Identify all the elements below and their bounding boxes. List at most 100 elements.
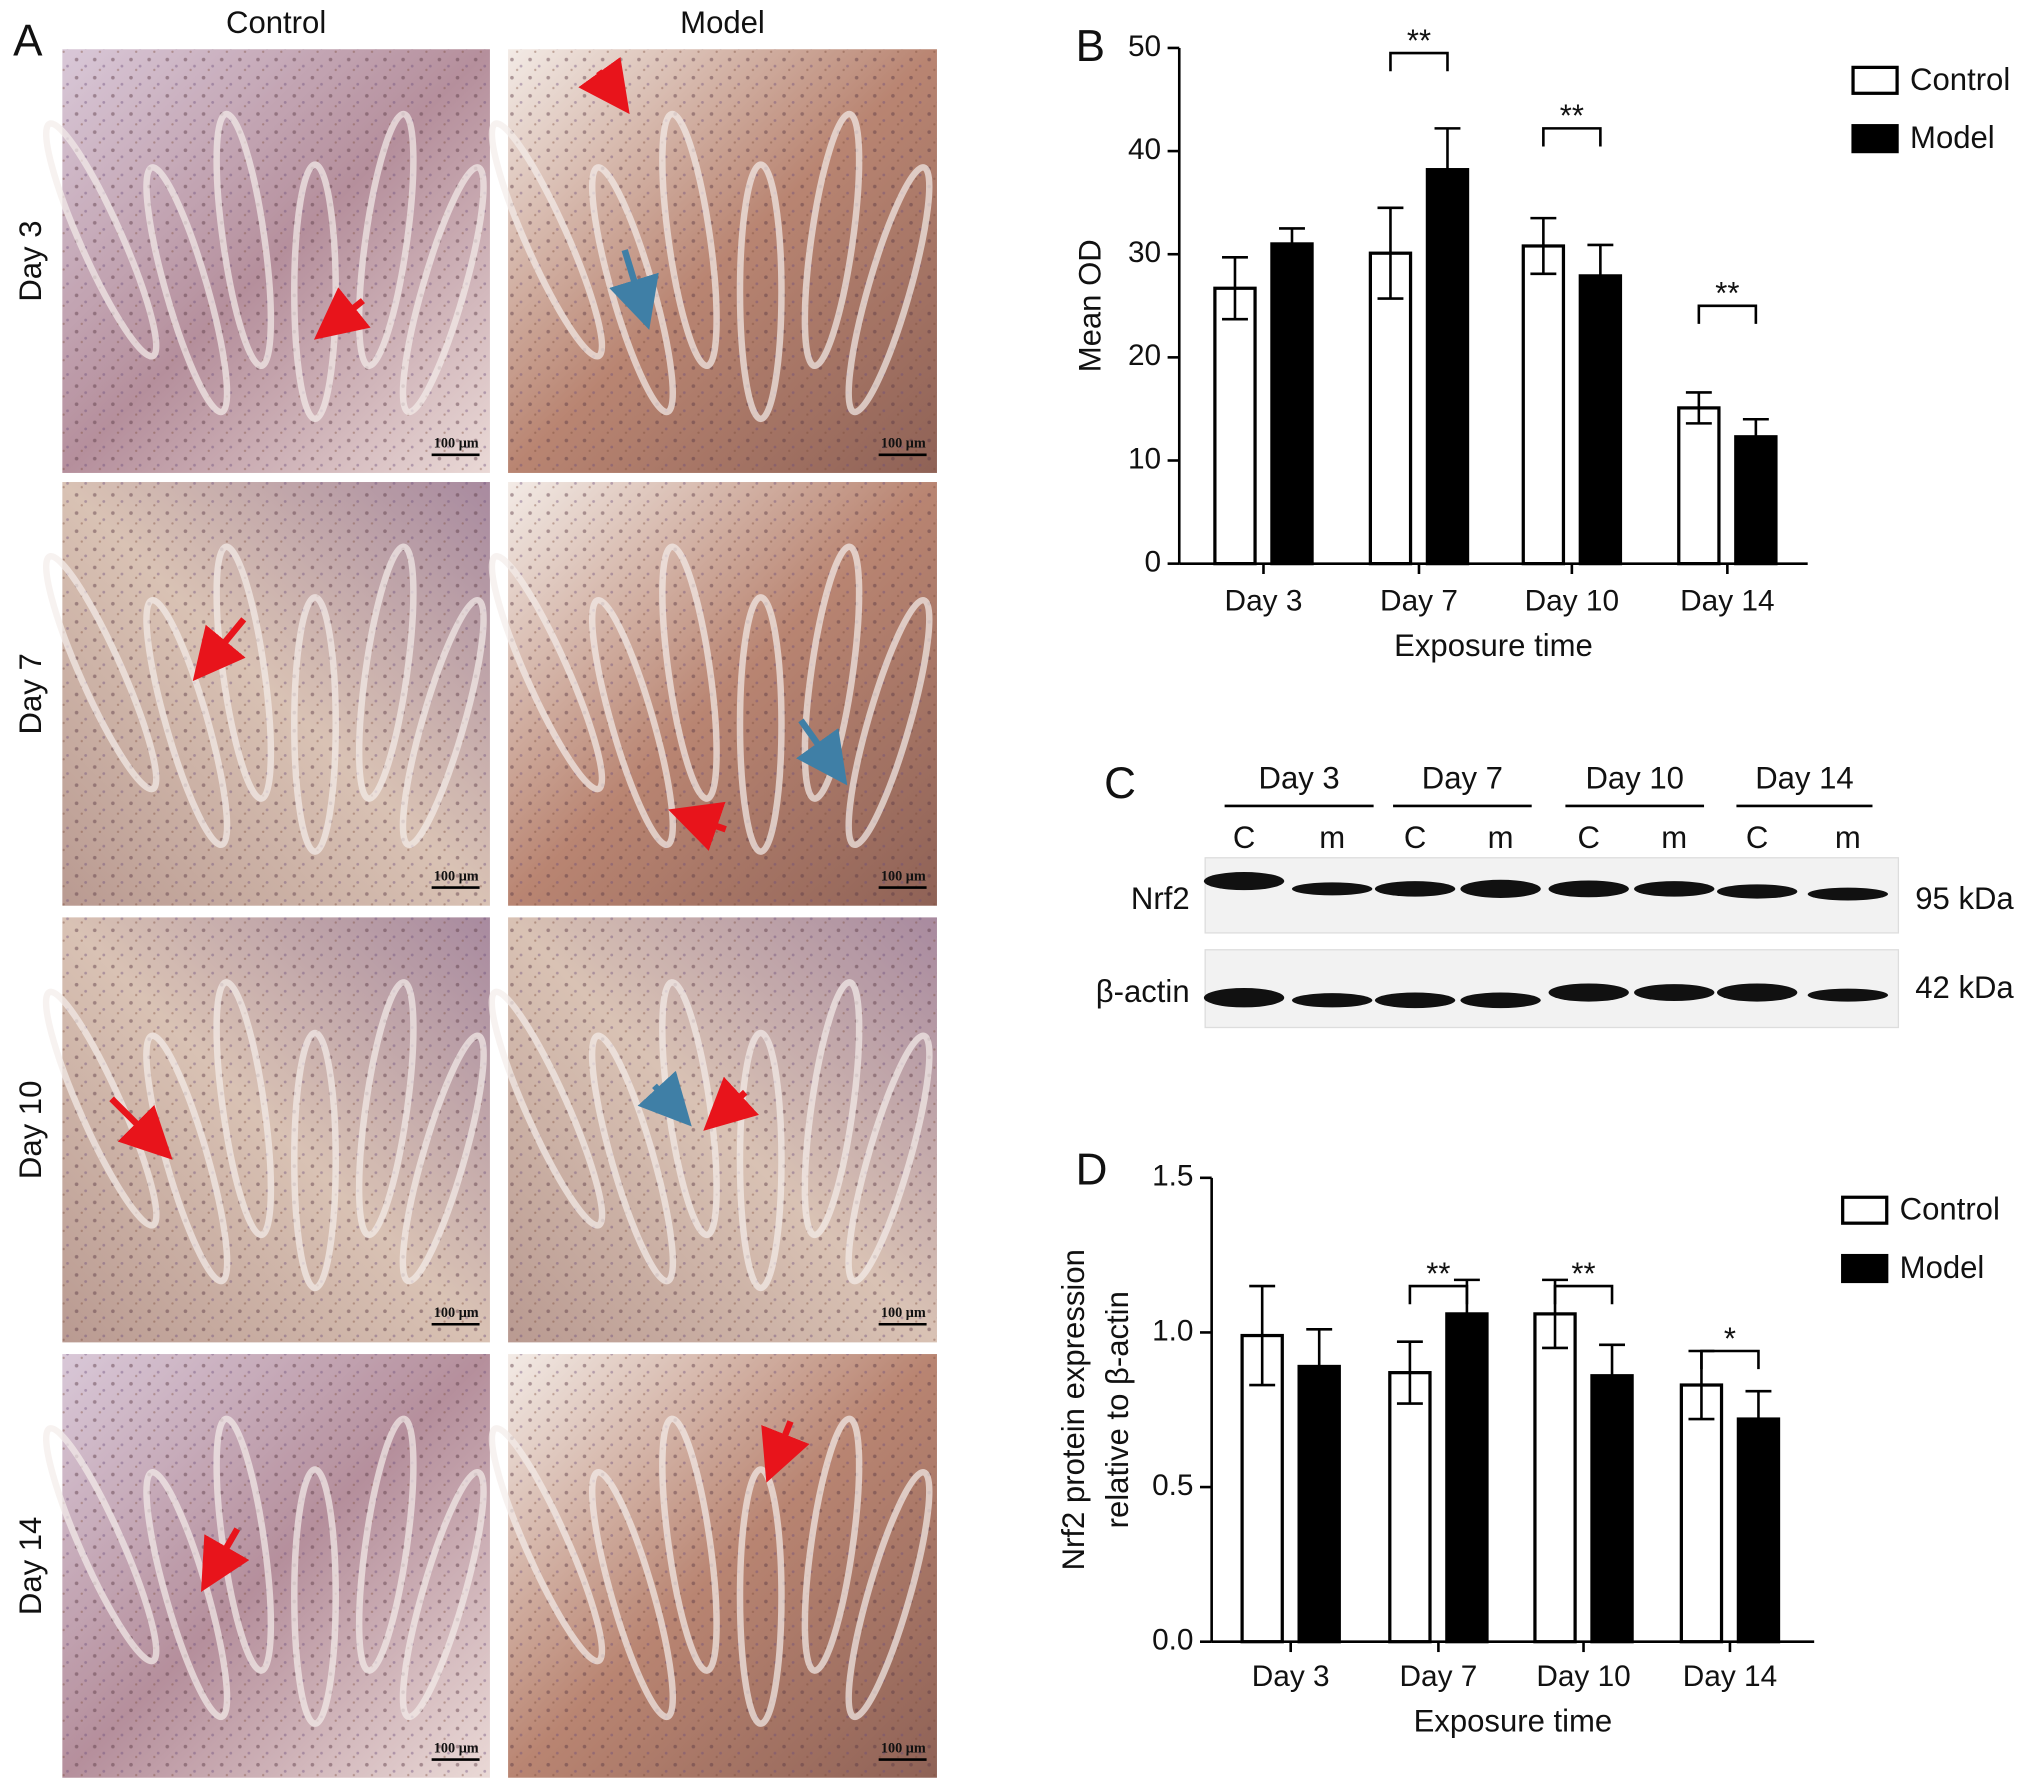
significance-label: ** <box>1715 276 1739 311</box>
blot-band <box>1716 884 1798 899</box>
blot-band <box>1374 881 1456 897</box>
villus <box>399 1468 487 1721</box>
villus <box>42 988 160 1229</box>
villus <box>736 1466 785 1727</box>
y-tick-label: 1.5 <box>1152 1160 1193 1193</box>
arrow <box>192 617 247 682</box>
legend-label: Model <box>1910 120 1995 155</box>
y-axis-label: Nrf2 protein expression <box>1056 1249 1091 1570</box>
scale-bar-label: 100 μm <box>881 868 926 884</box>
legend-label: Control <box>1910 62 2010 97</box>
scale-bar-label: 100 μm <box>434 868 479 884</box>
legend-swatch <box>1851 65 1899 95</box>
legend-swatch <box>1841 1253 1889 1284</box>
scale-bar-label: 100 μm <box>881 1305 926 1321</box>
x-axis-label: Exposure time <box>1414 1704 1613 1739</box>
villus <box>399 596 487 849</box>
panel-label: D <box>1076 1145 1108 1194</box>
villus <box>659 110 720 370</box>
villus <box>355 979 417 1239</box>
bar <box>1240 1333 1284 1644</box>
lane-group-label: Day 10 <box>1585 760 1683 795</box>
scale-bar-label: 100 μm <box>881 436 926 452</box>
bar <box>1679 1383 1724 1644</box>
blot-band <box>1460 879 1541 898</box>
scale-bar-label: 100 μm <box>881 1741 926 1757</box>
significance-bracket <box>1553 1284 1614 1305</box>
villus <box>143 164 231 416</box>
panel-a: A Control Model Day 3 100 μm 100 μm Day 7 100 μ… <box>13 5 937 1778</box>
villus <box>213 979 275 1239</box>
villus <box>736 1029 785 1292</box>
lane-label: m <box>1661 820 1687 855</box>
scale-bar-label: 100 μm <box>434 1741 479 1757</box>
protein-size: 42 kDa <box>1915 970 2014 1005</box>
significance-label: ** <box>1560 98 1584 133</box>
panel-label: C <box>1104 759 1136 808</box>
villus <box>399 1032 487 1285</box>
bar <box>1297 1364 1341 1644</box>
villus <box>845 596 933 849</box>
legend-label: Model <box>1900 1250 1985 1285</box>
villus <box>588 1468 677 1721</box>
x-axis-label: Exposure time <box>1394 628 1593 663</box>
lane-group-label: Day 7 <box>1422 760 1503 795</box>
lane-label: C <box>1577 820 1599 855</box>
villus <box>399 164 487 416</box>
blot-band <box>1807 887 1889 901</box>
blot-band <box>1291 993 1373 1008</box>
y-tick-label: 40 <box>1128 133 1161 166</box>
villus <box>845 1468 933 1721</box>
blot-band <box>1807 988 1889 1002</box>
lane-group-label: Day 14 <box>1755 760 1853 795</box>
blot-membrane <box>1204 857 1900 934</box>
blot-membrane <box>1204 949 1900 1029</box>
bar <box>1533 1312 1577 1644</box>
villus <box>488 988 606 1229</box>
bar <box>1578 274 1623 566</box>
protein-label: β-actin <box>1096 974 1190 1009</box>
y-tick-label: 10 <box>1128 442 1161 475</box>
villus <box>801 110 863 370</box>
villus <box>845 164 933 416</box>
lane-label: C <box>1404 820 1426 855</box>
villus <box>42 1425 160 1665</box>
villus <box>291 594 339 855</box>
bar <box>1388 1371 1432 1644</box>
row-label: Day 10 <box>13 1081 48 1179</box>
y-axis-label: relative to β-actin <box>1100 1291 1135 1528</box>
bar <box>1521 244 1566 566</box>
villus <box>42 553 160 793</box>
arrow <box>761 1420 810 1483</box>
villus <box>801 979 863 1239</box>
x-tick-label: Day 10 <box>1525 584 1619 617</box>
y-tick-label: 0 <box>1145 546 1162 579</box>
bar <box>1270 242 1314 566</box>
villus <box>42 120 160 360</box>
significance-bracket <box>1700 1349 1760 1370</box>
villus <box>801 543 863 802</box>
villus <box>291 1029 339 1292</box>
x-tick-label: Day 7 <box>1380 584 1458 617</box>
lane-label: C <box>1233 820 1255 855</box>
micrograph-texture <box>62 482 490 906</box>
blot-band <box>1634 881 1715 897</box>
blot-band <box>1548 880 1629 898</box>
arrow <box>201 1527 250 1593</box>
blot-band <box>1716 983 1798 1002</box>
bar <box>1368 251 1413 566</box>
villus <box>488 1425 606 1665</box>
y-axis-label: Mean OD <box>1073 239 1108 372</box>
significance-bracket <box>1389 51 1449 72</box>
bar <box>1445 1312 1489 1644</box>
villus <box>355 110 417 370</box>
significance-bracket <box>1408 1284 1469 1305</box>
villus <box>291 1466 339 1727</box>
x-tick-label: Day 7 <box>1399 1660 1477 1693</box>
x-tick-label: Day 10 <box>1536 1660 1630 1693</box>
lane-label: m <box>1319 820 1345 855</box>
legend-swatch <box>1841 1195 1889 1225</box>
micrograph-texture <box>62 917 490 1343</box>
